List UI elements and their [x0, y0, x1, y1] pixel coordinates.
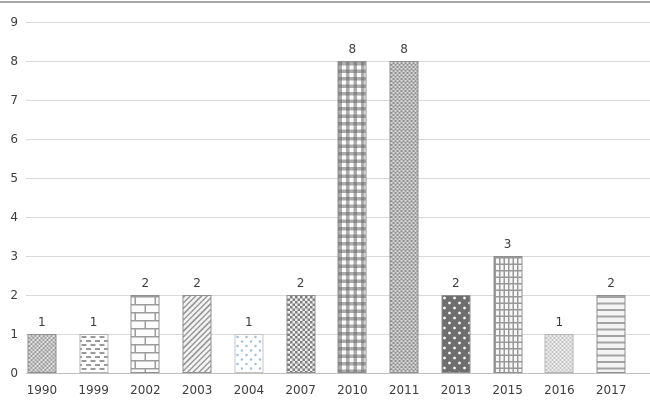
gridline-9 [26, 22, 650, 23]
data-label-1990: 1 [38, 315, 46, 329]
data-label-2011: 8 [400, 42, 408, 56]
bar-slot-2002: 2 [120, 0, 172, 373]
data-label-2010: 8 [348, 42, 357, 56]
x-tick-label-2007: 2007 [285, 383, 316, 397]
y-tick-label-6: 6 [10, 132, 18, 146]
bar-slot-2017: 2 [585, 0, 637, 373]
x-tick-label-2013: 2013 [440, 383, 472, 397]
y-tick-label-5: 5 [10, 171, 18, 185]
x-tick-label-2010: 2010 [337, 383, 368, 397]
bar-2003-diagonal-shingle [182, 295, 212, 373]
bar-slot-2013: 2 [430, 0, 482, 373]
bar-2015-line-grid-plaid [493, 256, 523, 373]
x-tick-label-1990: 1990 [26, 383, 58, 397]
y-tick-label-8: 8 [10, 54, 18, 68]
chart-top-border [0, 1, 650, 3]
x-tick-label-2017: 2017 [595, 383, 627, 397]
bar-slot-2007: 2 [275, 0, 327, 373]
data-label-2017: 2 [607, 276, 615, 290]
bar-2016-light-checker-dither [544, 334, 574, 373]
y-tick-label-1: 1 [10, 327, 18, 341]
bar-slot-2003: 2 [171, 0, 223, 373]
y-tick-label-0: 0 [10, 366, 18, 380]
x-tick-label-2004: 2004 [233, 383, 265, 397]
bar-slot-2016: 1 [534, 0, 586, 373]
bar-slot-1990: 1 [16, 0, 68, 373]
y-tick-label-7: 7 [10, 93, 18, 107]
x-axis-line [26, 373, 650, 374]
bar-2011-dense-dark-weave [389, 61, 419, 373]
bar-2010-woven-plaid [337, 61, 367, 373]
data-label-2004: 1 [245, 315, 253, 329]
data-label-2007: 2 [296, 276, 305, 290]
y-tick-label-9: 9 [10, 15, 18, 29]
bar-slot-2004: 1 [223, 0, 275, 373]
plot-area: 1 1 2 2 1 2 8 8 2 3 1 2 [16, 0, 637, 373]
bar-2013-white-dots-on-dark-gray [441, 295, 471, 373]
x-axis-labels: 1990 1999 2002 2003 2004 2007 2010 2011 2013 2015… [16, 380, 637, 402]
y-tick-label-3: 3 [10, 249, 18, 263]
bar-2004-sparse-blue-dots [234, 334, 264, 373]
bar-slot-2015: 3 [482, 0, 534, 373]
y-tick-label-2: 2 [10, 288, 18, 302]
data-label-2015: 3 [503, 237, 512, 251]
bar-1990-medium-fine-weave [27, 334, 57, 373]
data-label-1999: 1 [89, 315, 98, 329]
bar-slot-2011: 8 [378, 0, 430, 373]
data-label-2003: 2 [193, 276, 201, 290]
x-tick-label-2011: 2011 [388, 383, 420, 397]
bar-2007-small-checkerboard [286, 295, 316, 373]
x-tick-label-2016: 2016 [544, 383, 575, 397]
bar-1999-horizontal-dashes [79, 334, 109, 373]
data-label-2013: 2 [452, 276, 460, 290]
bar-2002-brick [130, 295, 160, 373]
data-label-2016: 1 [555, 315, 564, 329]
x-tick-label-2003: 2003 [181, 383, 213, 397]
bar-2017-horizontal-stripes [596, 295, 626, 373]
x-tick-label-2002: 2002 [130, 383, 161, 397]
y-tick-label-4: 4 [10, 210, 18, 224]
x-tick-label-1999: 1999 [78, 383, 109, 397]
x-tick-label-2015: 2015 [492, 383, 523, 397]
bar-slot-1999: 1 [68, 0, 120, 373]
bar-slot-2010: 8 [327, 0, 379, 373]
data-label-2002: 2 [141, 276, 150, 290]
